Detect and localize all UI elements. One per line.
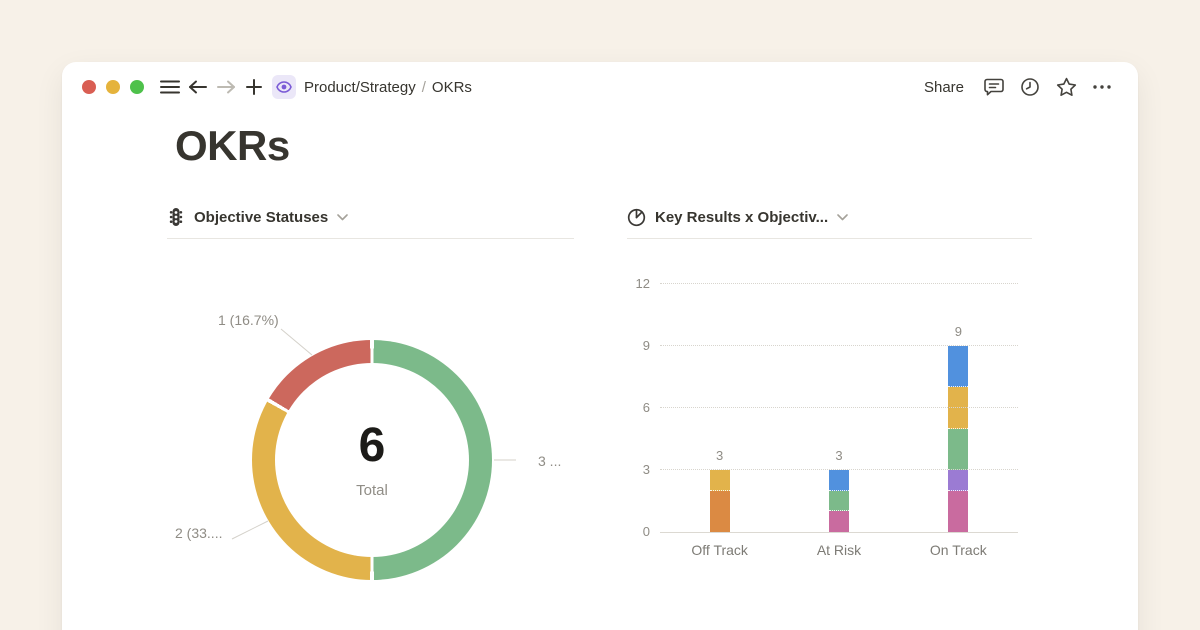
star-icon <box>1056 77 1077 97</box>
eye-icon <box>276 81 292 93</box>
panel-divider <box>627 238 1032 239</box>
favorite-button[interactable] <box>1052 74 1080 100</box>
y-axis-tick-label: 12 <box>635 276 650 291</box>
bar-segment[interactable] <box>948 428 969 471</box>
bar-segment[interactable] <box>948 490 969 532</box>
bar-segment[interactable] <box>948 470 969 491</box>
page-title: OKRs <box>175 122 290 169</box>
x-axis-labels: Off Track At Risk On Track <box>660 542 1018 558</box>
page-emoji-badge <box>272 75 296 99</box>
back-button[interactable] <box>184 74 212 100</box>
donut-callout-yellow: 2 (33.... <box>175 525 223 541</box>
donut-chart-area: 6 Total 1 (16.7%) 2 (33.... 3 ... <box>167 239 574 589</box>
panel-divider <box>167 238 574 239</box>
stacked-bar-off-track[interactable] <box>709 470 730 532</box>
bar-segment[interactable] <box>948 387 969 429</box>
bar-column: 9 <box>899 284 1018 532</box>
chevron-down-icon <box>837 213 848 221</box>
bar-chart-panel: Key Results x Objectiv... 3 3 9 0 3 6 9 12 Off… <box>627 205 1032 589</box>
x-axis-label: On Track <box>929 542 987 558</box>
plus-icon <box>246 79 262 95</box>
breadcrumb: Product/Strategy / OKRs <box>304 79 472 96</box>
donut-callout-green: 3 ... <box>538 453 562 469</box>
gridline <box>660 407 1018 408</box>
bar-chart-area: 3 3 9 0 3 6 9 12 Off Track At Risk On Track <box>627 239 1032 589</box>
x-axis-label: At Risk <box>816 542 862 558</box>
comment-bubble-icon <box>984 78 1004 97</box>
pie-chart-icon <box>627 208 646 227</box>
more-options-button[interactable] <box>1088 74 1116 100</box>
donut-chart-header[interactable]: Objective Statuses <box>167 205 574 229</box>
breadcrumb-current[interactable]: OKRs <box>431 78 472 96</box>
breadcrumb-parent[interactable]: Product/Strategy <box>304 78 416 96</box>
bar-segment[interactable] <box>828 511 849 532</box>
bar-plot: 3 3 9 0 3 6 9 12 <box>636 276 1018 539</box>
bar-column: 3 <box>660 284 779 532</box>
new-page-button[interactable] <box>240 74 268 100</box>
bar-total-label: 9 <box>954 324 962 339</box>
y-axis-tick-label: 9 <box>642 338 650 353</box>
minimize-window-button[interactable] <box>106 80 120 94</box>
close-window-button[interactable] <box>82 80 96 94</box>
forward-button[interactable] <box>212 74 240 100</box>
bar-total-label: 3 <box>835 448 843 463</box>
y-axis-tick-label: 0 <box>642 524 650 539</box>
bar-segment[interactable] <box>948 346 969 388</box>
bar-segment[interactable] <box>709 490 730 532</box>
share-button[interactable]: Share <box>923 78 964 96</box>
zoom-window-button[interactable] <box>130 80 144 94</box>
back-arrow-icon <box>188 80 208 94</box>
bar-columns: 3 3 9 <box>660 284 1018 532</box>
bar-total-label: 3 <box>716 448 724 463</box>
y-axis-tick-label: 3 <box>642 462 650 477</box>
chevron-down-icon <box>337 213 349 221</box>
donut-callout-red: 1 (16.7%) <box>218 312 279 328</box>
donut-chart-panel: Objective Statuses 6 Total 1 (16.7%) <box>167 205 574 589</box>
stacked-bar-at-risk[interactable] <box>828 470 849 532</box>
clock-icon <box>1020 77 1040 97</box>
stacked-bar-on-track[interactable] <box>948 346 969 532</box>
y-axis-tick-label: 6 <box>642 400 650 415</box>
bar-segment[interactable] <box>828 470 849 491</box>
x-axis-label: Off Track <box>691 542 748 558</box>
app-window: Product/Strategy / OKRs Share <box>62 62 1138 630</box>
comments-button[interactable] <box>980 74 1008 100</box>
traffic-light-icon <box>167 207 185 227</box>
bar-segment[interactable] <box>709 470 730 491</box>
window-topbar: Product/Strategy / OKRs Share <box>82 74 1116 100</box>
donut-ring[interactable] <box>252 340 492 580</box>
bar-column: 3 <box>779 284 898 532</box>
ellipsis-icon <box>1093 85 1111 89</box>
breadcrumb-separator: / <box>421 78 426 96</box>
topbar-actions: Share <box>916 74 1116 100</box>
bar-segment[interactable] <box>828 490 849 512</box>
hamburger-icon <box>160 80 180 94</box>
gridline <box>660 345 1018 346</box>
updates-button[interactable] <box>1016 74 1044 100</box>
sidebar-toggle-button[interactable] <box>156 74 184 100</box>
gridline <box>660 283 1018 284</box>
donut-chart-title: Objective Statuses <box>194 208 329 226</box>
gridline <box>660 469 1018 470</box>
bar-chart-header[interactable]: Key Results x Objectiv... <box>627 205 1032 229</box>
forward-arrow-icon <box>216 80 236 94</box>
bar-chart-title: Key Results x Objectiv... <box>655 208 829 226</box>
window-controls <box>82 80 144 94</box>
